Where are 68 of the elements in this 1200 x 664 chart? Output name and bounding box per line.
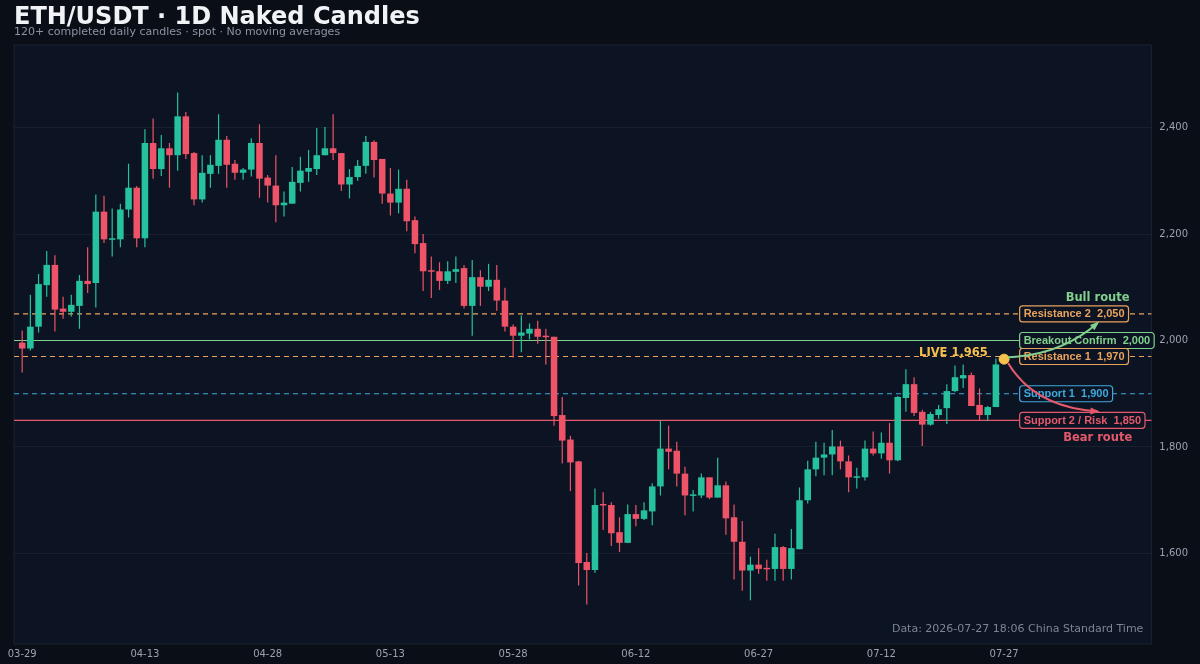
candlestick (771, 533, 779, 582)
candlestick (665, 425, 672, 470)
candlestick (673, 441, 681, 487)
annotation: Data: 2026-07-27 18:06 China Standard Time (891, 622, 1144, 635)
candlestick (354, 159, 361, 182)
candlestick (755, 547, 762, 575)
candlestick (477, 269, 484, 307)
candlestick (321, 126, 329, 156)
candlestick (845, 454, 852, 493)
ref-line-label: Resistance 2 2,050 (1023, 307, 1125, 320)
y-tick-label: 2,000 (1159, 334, 1189, 346)
candlestick (288, 166, 296, 205)
x-tick-label: 05-13 (375, 647, 405, 659)
candlestick (943, 383, 951, 425)
candlestick (158, 134, 165, 177)
x-tick-label: 07-27 (989, 647, 1019, 659)
candlestick (853, 467, 861, 490)
candlestick (452, 255, 460, 284)
candlestick (108, 207, 116, 257)
candlestick (534, 320, 541, 345)
candlestick (878, 432, 885, 460)
annotation: LIVE 1,965 (919, 345, 988, 360)
ref-line-label: Support 2 / Risk 1,850 (1023, 413, 1142, 426)
candlestick (632, 504, 640, 527)
candlestick (951, 364, 959, 393)
annotation: Bull route (1065, 289, 1130, 304)
candlestick (493, 264, 501, 312)
candlestick (411, 215, 419, 254)
candlestick (27, 294, 34, 352)
candlestick (698, 473, 705, 499)
candlestick (329, 113, 337, 161)
candlestick (820, 442, 828, 476)
candlestick (362, 135, 370, 175)
candlestick (689, 489, 697, 513)
annotation: Bear route (1063, 430, 1133, 445)
candlestick (902, 368, 910, 413)
x-tick-label: 04-13 (130, 647, 160, 659)
y-tick-label: 2,400 (1159, 121, 1189, 133)
candlestick (837, 440, 844, 470)
y-tick-label: 1,800 (1159, 440, 1189, 452)
x-tick-label: 06-12 (621, 647, 651, 659)
y-tick-label: 2,200 (1159, 227, 1189, 239)
candlestick (125, 163, 132, 219)
ref-line-label: Breakout Confirm 2,000 (1023, 334, 1151, 347)
candlestick (84, 246, 91, 294)
candlestick (395, 168, 402, 214)
candlestick (346, 168, 353, 199)
ref-line-label: Resistance 1 1,970 (1023, 350, 1125, 363)
candlestick (886, 422, 893, 475)
candlestick (231, 159, 239, 181)
x-tick-label: 03-29 (7, 647, 37, 659)
candlestick (714, 457, 721, 499)
candlestick (747, 556, 754, 601)
candlestick (387, 167, 394, 216)
candlestick (166, 142, 173, 189)
candlestick (706, 476, 713, 500)
candlestick (779, 545, 787, 582)
candlestick (444, 260, 451, 285)
candlestick (828, 429, 836, 476)
x-tick-label: 07-12 (866, 647, 896, 659)
x-tick-label: 05-28 (498, 647, 528, 659)
candlestick (583, 552, 591, 606)
candlestick (370, 139, 378, 179)
candlestick (509, 323, 517, 359)
x-tick-label: 06-27 (744, 647, 774, 659)
candlestick (485, 263, 492, 292)
y-tick-label: 1,600 (1159, 547, 1189, 559)
x-tick-label: 04-28 (253, 647, 283, 659)
